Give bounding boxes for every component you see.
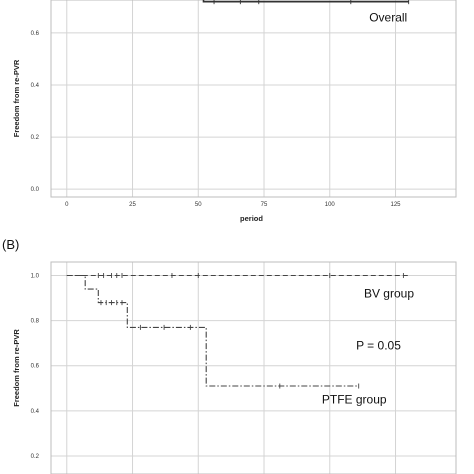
series-label: Overall: [369, 10, 407, 24]
y-tick-label: 0.4: [31, 409, 40, 415]
y-tick-label: 0.6: [31, 364, 40, 370]
plot-frame: [50, 0, 457, 198]
series-line-0: [202, 0, 409, 3]
y-tick-label: 0.6: [31, 31, 40, 37]
series-label: BV group: [364, 287, 414, 301]
panel-label: (B): [2, 237, 19, 252]
y-tick-label: 0.0: [31, 187, 40, 193]
y-tick-label: 1.0: [31, 274, 40, 280]
x-tick-label: 75: [261, 202, 268, 208]
series-label: PTFE group: [322, 393, 387, 407]
panel-b-chart: 0.2 0.4 0.6 0.8 1.0 Freedom from re-PVR (B) BV …: [2, 237, 457, 474]
series-line-1: [66, 274, 359, 387]
x-tick-label: 0: [65, 202, 69, 208]
x-tick-label: 125: [391, 202, 402, 208]
annotation-text: P = 0.05: [356, 338, 401, 352]
panel-a-chart: 0.0 0.2 0.4 0.6 0 25 50 75 100 125 period Freedom f…: [12, 0, 457, 223]
x-tick-label: 25: [129, 202, 136, 208]
plot-frame: [50, 261, 457, 474]
x-tick-label: 100: [325, 202, 336, 208]
x-axis-title: period: [240, 214, 263, 223]
y-tick-label: 0.4: [31, 83, 40, 89]
x-tick-label: 50: [195, 202, 202, 208]
y-tick-label: 0.2: [31, 135, 40, 141]
y-tick-label: 0.8: [31, 319, 40, 325]
y-tick-label: 0.2: [31, 454, 40, 460]
y-axis-title: Freedom from re-PVR: [12, 59, 21, 137]
y-axis-title: Freedom from re-PVR: [12, 329, 21, 407]
